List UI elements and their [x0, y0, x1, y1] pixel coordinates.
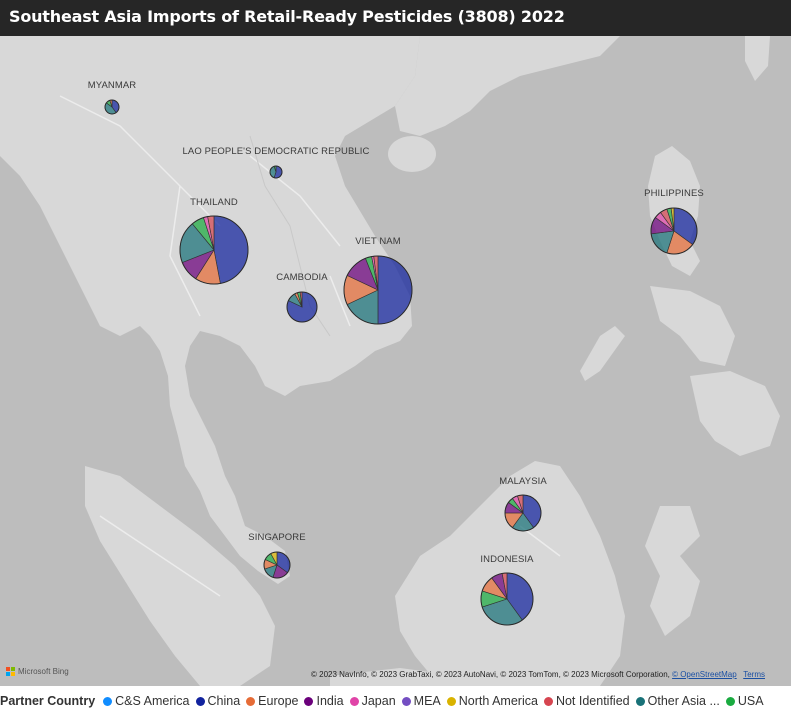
country-label-vietnam: VIET NAM: [355, 236, 401, 247]
basemap: [0, 36, 780, 686]
country-label-indonesia: INDONESIA: [480, 554, 534, 565]
legend-label: Not Identified: [555, 694, 630, 708]
land-indochina: [0, 36, 420, 584]
legend-dot: [543, 696, 553, 706]
land-java: [330, 668, 460, 686]
legend-label: Europe: [258, 694, 299, 708]
pie-viet-nam[interactable]: [343, 255, 413, 325]
pie-outline: [269, 165, 283, 179]
land-visayas: [650, 286, 735, 366]
title-bar: Southeast Asia Imports of Retail-Ready P…: [0, 0, 791, 36]
pie-outline: [650, 207, 698, 255]
pie-outline: [263, 551, 291, 579]
legend-dot: [635, 696, 645, 706]
legend-dot: [401, 696, 411, 706]
pie-outline: [104, 99, 120, 115]
legend-label: China: [207, 694, 241, 708]
page-title: Southeast Asia Imports of Retail-Ready P…: [9, 7, 565, 26]
legend-item-china[interactable]: China: [195, 694, 241, 708]
country-label-cambodia: CAMBODIA: [276, 272, 328, 283]
legend-item-usa[interactable]: USA: [725, 694, 764, 708]
land-taiwan: [745, 36, 770, 81]
legend-label: Other Asia ...: [647, 694, 720, 708]
legend-item-india[interactable]: India: [304, 694, 344, 708]
legend-title: Partner Country: [0, 694, 96, 708]
map-attribution: © 2023 NavInfo, © 2023 GrabTaxi, © 2023 …: [311, 670, 765, 679]
legend: Partner Country C&S America China Europe…: [0, 690, 791, 712]
openstreetmap-link[interactable]: © OpenStreetMap: [672, 670, 737, 679]
road-lines: [59, 95, 561, 597]
land-sulawesi: [645, 506, 700, 636]
pie-outline: [504, 494, 542, 532]
legend-dot: [725, 696, 735, 706]
pie-chart-layer: [104, 99, 698, 626]
legend-label: C&S America: [115, 694, 190, 708]
legend-label: MEA: [413, 694, 441, 708]
pie-myanmar[interactable]: [104, 99, 120, 115]
legend-dot: [446, 696, 456, 706]
pie-philippines[interactable]: [650, 207, 698, 255]
pie-outline: [286, 291, 318, 323]
bing-label: Microsoft Bing: [18, 667, 69, 676]
pie-singapore[interactable]: [263, 551, 291, 579]
legend-label: India: [316, 694, 344, 708]
country-label-laos: LAO PEOPLE'S DEMOCRATIC REPUBLIC: [182, 146, 370, 157]
pie-lao-people-s-democratic-republic[interactable]: [269, 165, 283, 179]
legend-item-cs-america[interactable]: C&S America: [103, 694, 190, 708]
country-label-myanmar: MYANMAR: [87, 80, 137, 91]
pie-indonesia[interactable]: [480, 572, 534, 626]
country-label-thailand: THAILAND: [190, 197, 238, 208]
country-label-singapore: SINGAPORE: [248, 532, 306, 543]
legend-item-japan[interactable]: Japan: [349, 694, 396, 708]
country-label-philippines: PHILIPPINES: [644, 188, 704, 199]
land-hainan: [388, 136, 436, 172]
legend-item-not-identified[interactable]: Not Identified: [543, 694, 630, 708]
land-palawan: [580, 326, 625, 381]
legend-dot: [195, 696, 205, 706]
pie-cambodia[interactable]: [286, 291, 318, 323]
pie-outline: [343, 255, 413, 325]
legend-label: USA: [737, 694, 764, 708]
attribution-text: © 2023 NavInfo, © 2023 GrabTaxi, © 2023 …: [311, 670, 670, 679]
terms-link[interactable]: Terms: [743, 670, 765, 679]
country-label-malaysia: MALAYSIA: [499, 476, 547, 487]
legend-item-mea[interactable]: MEA: [401, 694, 441, 708]
legend-item-other-asia[interactable]: Other Asia ...: [635, 694, 720, 708]
land-sumatra: [85, 466, 275, 686]
land-mindanao: [690, 371, 780, 456]
legend-dot: [349, 696, 359, 706]
pie-thailand[interactable]: [179, 215, 249, 285]
map-view[interactable]: MYANMAR LAO PEOPLE'S DEMOCRATIC REPUBLIC…: [0, 36, 791, 686]
legend-dot: [304, 696, 314, 706]
microsoft-logo-icon: [6, 667, 15, 676]
legend-label: North America: [458, 694, 538, 708]
pie-outline: [480, 572, 534, 626]
legend-label: Japan: [361, 694, 396, 708]
legend-dot: [246, 696, 256, 706]
legend-dot: [103, 696, 113, 706]
land-china: [395, 36, 620, 136]
legend-item-north-america[interactable]: North America: [446, 694, 538, 708]
pie-malaysia[interactable]: [504, 494, 542, 532]
bing-logo: Microsoft Bing: [6, 667, 69, 676]
legend-item-europe[interactable]: Europe: [246, 694, 298, 708]
pie-outline: [179, 215, 249, 285]
